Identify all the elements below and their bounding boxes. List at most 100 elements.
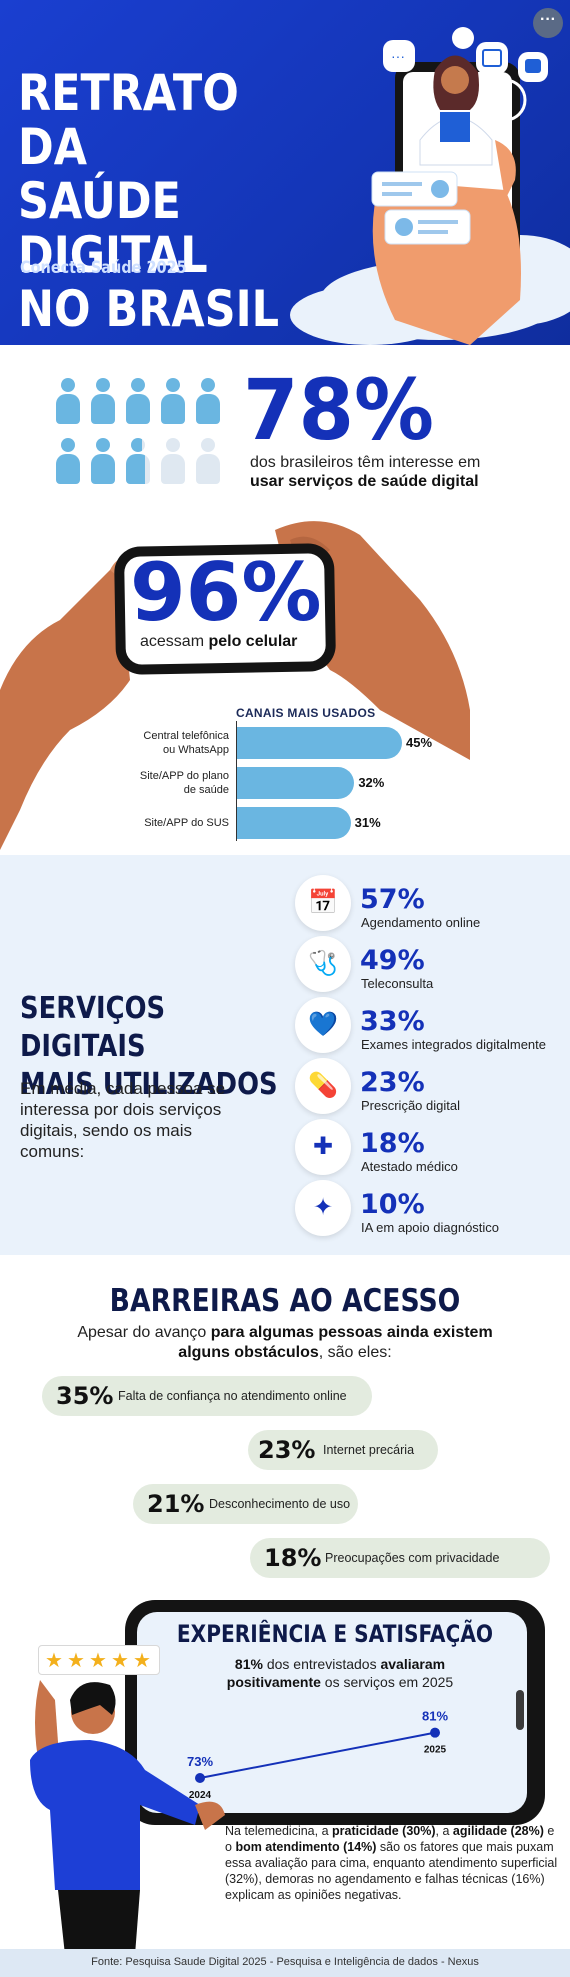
service-label: Exames integrados digitalmente [361, 1037, 546, 1052]
service-icon-glyph: 💙 [308, 1011, 338, 1038]
service-label: Agendamento online [361, 915, 481, 930]
person-icon [90, 438, 116, 490]
hero-illustration: ··· [290, 27, 570, 345]
barrier-item: 35% Falta de confiança no atendimento onl… [42, 1376, 372, 1416]
services-section [0, 855, 570, 1255]
barrier-label: Falta de confiança no atendimento online [118, 1389, 347, 1403]
channel-value-label: 45% [406, 735, 433, 750]
phone-speaker [516, 1690, 524, 1730]
services-title: SERVIÇOS DIGITAIS MAIS UTILIZADOS [20, 990, 278, 1104]
interest-text-strong: usar serviços de saúde digital [250, 473, 479, 490]
star-icon: ★ [45, 1650, 63, 1672]
channel-label-line: Site/APP do SUS [144, 817, 229, 829]
channel-label-line: ou WhatsApp [162, 744, 229, 756]
service-label: IA em apoio diagnóstico [361, 1220, 500, 1235]
barriers-title: BARREIRAS AO ACESSO [109, 1283, 461, 1319]
barrier-percent: 21% [147, 1490, 205, 1518]
person-icon [195, 438, 221, 490]
person-icon [160, 378, 186, 430]
svg-text:···: ··· [391, 48, 405, 64]
channel-label-line: Central telefônica [143, 730, 229, 742]
explanation-highlight: agilidade (28%) [452, 1824, 544, 1838]
channel-label-line: de saúde [183, 784, 229, 796]
explanation-highlight: praticidade (30%) [332, 1824, 436, 1838]
satisfaction-series-line [199, 1731, 436, 1779]
service-percent: 23% [360, 1067, 425, 1098]
footer-source: Fonte: Pesquisa Saude Digital 2025 - Pes… [91, 1956, 479, 1968]
explanation-text: são os fatores que mais puxam essa avali… [225, 1840, 558, 1902]
star-icon: ★ [67, 1650, 85, 1672]
channel-label-line: Site/APP do plano [139, 770, 229, 782]
satisfaction-point [195, 1773, 205, 1783]
channel-bar [237, 807, 351, 839]
sat-desc-strong1: avaliaram [380, 1656, 446, 1672]
stethoscope-icon: 🩺 [295, 936, 351, 992]
barrier-item: 23% Internet precária [248, 1430, 438, 1470]
mobile-percent: 96% [130, 546, 322, 639]
mobile-text: acessam pelo celular [140, 633, 297, 651]
calendar-icon: 📅 [295, 875, 351, 931]
service-icon-glyph: ✦ [312, 1194, 334, 1221]
page-subtitle: Conecta Saúde 2025 [20, 258, 187, 278]
barrier-label: Desconhecimento de uso [209, 1497, 351, 1511]
barriers-desc-suffix: , são eles: [318, 1344, 392, 1361]
satisfaction-description: 81% dos entrevistados avaliaram positivam… [175, 1655, 505, 1691]
service-percent: 10% [360, 1189, 425, 1220]
satisfaction-value-label: 73% [187, 1754, 213, 1769]
channel-label: Central telefônica ou WhatsApp [109, 729, 229, 757]
barriers-desc-strong: para algumas pessoas ainda existem algun… [178, 1324, 493, 1361]
barrier-item: 18% Preocupações com privacidade [250, 1538, 550, 1578]
channel-value-label: 32% [358, 775, 385, 790]
barrier-percent: 35% [56, 1382, 114, 1410]
more-options-button[interactable]: ··· [533, 8, 563, 38]
interest-percent: 78% [243, 361, 435, 459]
interest-text: dos brasileiros têm interesse em [250, 454, 481, 471]
barrier-percent: 23% [258, 1436, 316, 1464]
person-icon [125, 438, 151, 490]
channel-bar [237, 767, 355, 799]
person-icon [55, 378, 81, 430]
person-icon [90, 378, 116, 430]
explanation-highlight: bom atendimento (14%) [235, 1840, 377, 1854]
barrier-percent: 18% [264, 1544, 322, 1572]
star-icon: ★ [89, 1650, 107, 1672]
person-icon [160, 438, 186, 490]
satisfaction-point [430, 1727, 440, 1738]
explanation-text: , a [435, 1824, 453, 1838]
services-title-line-2: MAIS UTILIZADOS [20, 1067, 278, 1102]
channel-bar [237, 727, 402, 759]
satisfaction-line-chart: 73% 2024 81% 2025 [187, 1709, 448, 1800]
mobile-text-strong: pelo celular [208, 633, 298, 650]
explanation-text: e o [225, 1824, 555, 1854]
sat-desc-mid: dos entrevistados [266, 1656, 381, 1672]
medical-kit-icon: ✚ [295, 1119, 351, 1175]
title-line-2: SAÚDE DIGITAL [18, 172, 208, 284]
channel-value-label: 31% [354, 815, 381, 830]
service-percent: 33% [360, 1006, 425, 1037]
channels-chart-axis [236, 721, 237, 841]
footer-bar [0, 1949, 570, 1977]
satisfaction-explanation: Na telemedicina, a praticidade (30%), a … [225, 1823, 560, 1903]
page-title: RETRATO DA SAÚDE DIGITAL NO BRASIL [18, 66, 310, 336]
person-icon [55, 438, 81, 490]
channel-label: Site/APP do SUS [109, 816, 229, 830]
barrier-item: 21% Desconhecimento de uso [133, 1484, 358, 1524]
channel-label: Site/APP do plano de saúde [109, 769, 229, 797]
satisfaction-phone-frame [125, 1600, 545, 1825]
services-description: Em média, cada pessoa se interessa por d… [20, 1079, 226, 1161]
service-label: Prescrição digital [361, 1098, 460, 1113]
service-percent: 57% [360, 884, 425, 915]
satisfaction-year-label: 2024 [189, 1790, 212, 1800]
service-icon-glyph: 🩺 [308, 950, 338, 977]
services-title-line-1: SERVIÇOS DIGITAIS [20, 991, 166, 1064]
heartbeat-icon: 💙 [295, 997, 351, 1053]
satisfaction-title: EXPERIÊNCIA E SATISFAÇÃO [176, 1620, 494, 1648]
star-icon: ★ [111, 1650, 129, 1672]
star-icon: ★ [133, 1650, 151, 1672]
pills-icon: 💊 [295, 1058, 351, 1114]
explanation-text: Na telemedicina, a [225, 1824, 333, 1838]
service-label: Atestado médico [361, 1159, 458, 1174]
service-icon-glyph: 💊 [308, 1072, 338, 1099]
title-line-1: RETRATO DA [18, 64, 239, 176]
satisfaction-value-label: 81% [422, 1709, 448, 1724]
